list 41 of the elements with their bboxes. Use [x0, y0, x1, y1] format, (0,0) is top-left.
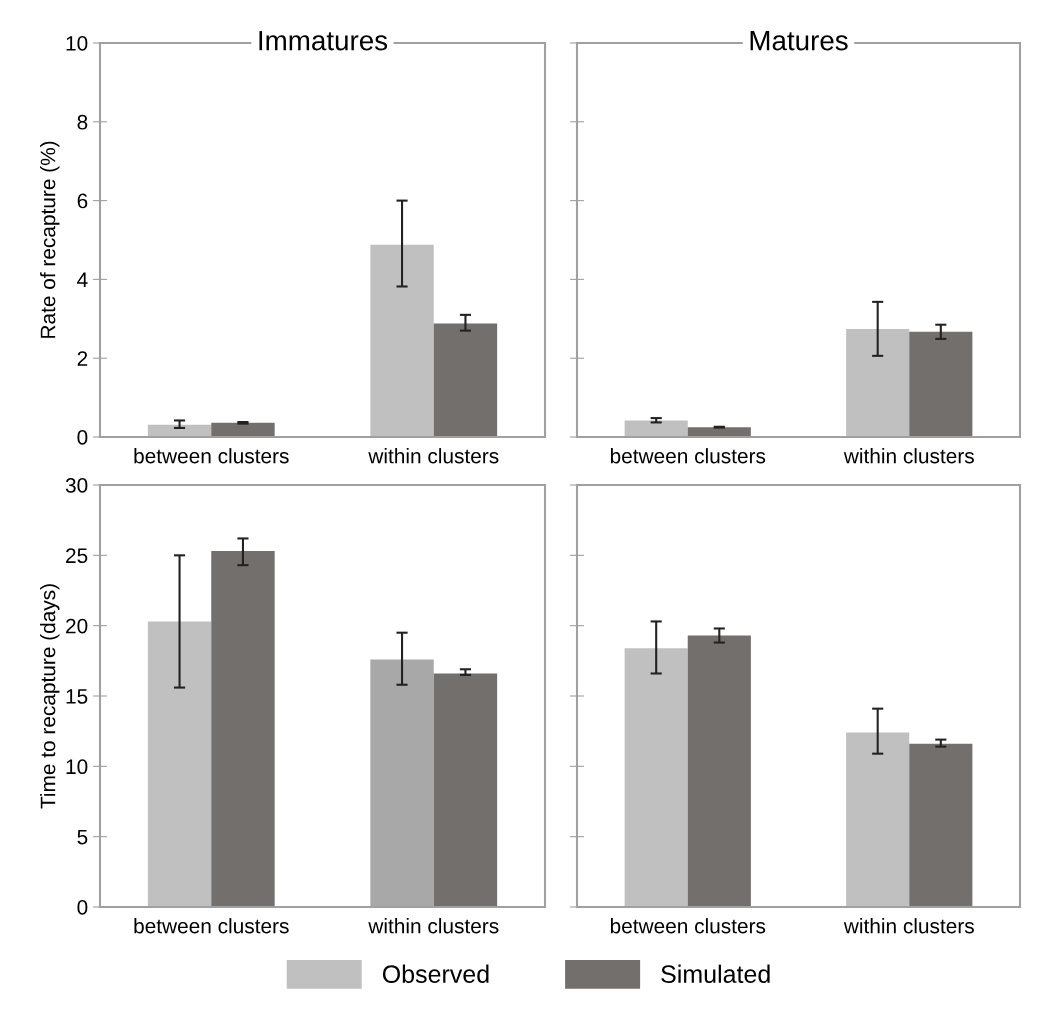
y-tick-label: 10 [66, 759, 88, 775]
y-axis-title: Time to recapture (days) [40, 584, 60, 809]
x-tick-label: within clusters [368, 448, 499, 464]
bar [909, 743, 973, 907]
bar [846, 732, 910, 907]
x-tick-label: between clusters [134, 918, 289, 934]
x-tick-label: within clusters [843, 918, 974, 934]
bar [624, 648, 688, 907]
legend-label: Simulated [661, 964, 770, 983]
bar [687, 635, 751, 907]
y-tick-label: 2 [77, 351, 88, 366]
y-axis-title: Rate of recapture (%) [40, 141, 60, 338]
bar [211, 422, 275, 437]
x-tick-label: between clusters [610, 918, 766, 934]
y-tick-label: 20 [66, 618, 88, 634]
chart-title: Matures [750, 31, 848, 51]
y-tick-label: 8 [77, 114, 88, 130]
y-tick-label: 10 [66, 36, 88, 51]
bar [433, 323, 498, 437]
y-tick-label: 25 [66, 548, 88, 564]
bar [211, 551, 275, 907]
y-tick-label: 4 [77, 272, 88, 287]
x-tick-label: between clusters [134, 448, 289, 464]
y-tick-label: 6 [77, 193, 88, 209]
bar [147, 621, 212, 907]
y-tick-label: 5 [77, 829, 88, 845]
y-tick-label: 30 [65, 478, 88, 493]
y-tick-label: 15 [66, 689, 88, 704]
bar [370, 244, 434, 437]
bar [624, 420, 688, 437]
y-tick-label: 0 [77, 430, 88, 445]
y-tick-label: 0 [77, 900, 88, 915]
chart-title: Immatures [259, 31, 388, 51]
x-tick-label: between clusters [610, 448, 766, 464]
bar [433, 673, 498, 907]
bar [909, 331, 973, 437]
bar [846, 329, 910, 437]
x-tick-label: within clusters [843, 448, 974, 464]
bar [147, 424, 212, 437]
legend-label: Observed [382, 964, 489, 983]
x-tick-label: within clusters [368, 918, 499, 934]
